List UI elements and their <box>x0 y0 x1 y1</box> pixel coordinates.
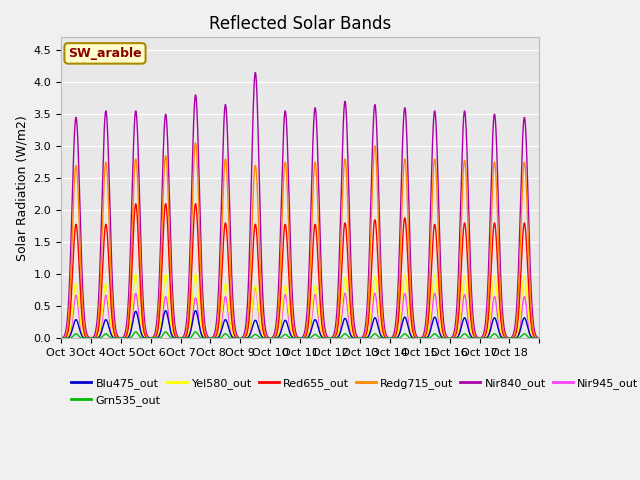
Redg715_out <box>343 183 351 189</box>
Nir840_out <box>156 252 164 258</box>
Grn535_out <box>454 335 462 341</box>
Grn535_out <box>57 336 65 341</box>
Yel580_out <box>454 328 462 334</box>
Yel580_out <box>536 336 543 341</box>
Red655_out <box>431 222 438 228</box>
Grn535_out <box>317 335 325 341</box>
Nir945_out <box>536 336 543 341</box>
Redg715_out <box>192 140 200 146</box>
Yel580_out <box>431 272 438 277</box>
Nir945_out <box>454 333 462 338</box>
Nir840_out <box>343 129 351 134</box>
Blu475_out <box>536 336 543 341</box>
Redg715_out <box>454 296 462 302</box>
Legend: Blu475_out, Grn535_out, Yel580_out, Red655_out, Redg715_out, Nir840_out, Nir945_: Blu475_out, Grn535_out, Yel580_out, Red6… <box>67 374 640 410</box>
Title: Reflected Solar Bands: Reflected Solar Bands <box>209 15 391 33</box>
Yel580_out <box>343 287 351 293</box>
Yel580_out <box>57 336 65 341</box>
Nir840_out <box>317 273 325 279</box>
Y-axis label: Solar Radiation (W/m2): Solar Radiation (W/m2) <box>15 115 28 261</box>
Redg715_out <box>431 156 438 162</box>
Red655_out <box>132 201 140 207</box>
Line: Blu475_out: Blu475_out <box>61 311 540 338</box>
Grn535_out <box>156 335 164 341</box>
Nir945_out <box>156 330 164 336</box>
Nir840_out <box>57 335 65 341</box>
Yel580_out <box>132 271 140 277</box>
Redg715_out <box>467 294 474 300</box>
Grn535_out <box>132 329 140 335</box>
Blu475_out <box>57 336 65 341</box>
Nir945_out <box>317 333 325 338</box>
Grn535_out <box>343 332 351 338</box>
Line: Red655_out: Red655_out <box>61 204 540 338</box>
Blu475_out <box>343 320 351 325</box>
Nir945_out <box>252 284 259 290</box>
Blu475_out <box>162 308 170 313</box>
Blu475_out <box>317 333 325 339</box>
Yel580_out <box>317 330 325 336</box>
Red655_out <box>343 240 351 246</box>
Redg715_out <box>156 278 164 284</box>
Nir945_out <box>57 336 65 341</box>
Nir840_out <box>431 108 438 114</box>
Nir840_out <box>467 269 474 275</box>
Text: SW_arable: SW_arable <box>68 47 142 60</box>
Red655_out <box>317 317 325 323</box>
Redg715_out <box>317 298 325 303</box>
Nir840_out <box>536 335 543 341</box>
Yel580_out <box>467 328 474 334</box>
Line: Yel580_out: Yel580_out <box>61 274 540 338</box>
Yel580_out <box>156 323 164 328</box>
Grn535_out <box>467 335 474 341</box>
Nir840_out <box>454 273 462 278</box>
Nir945_out <box>431 290 438 296</box>
Line: Nir840_out: Nir840_out <box>61 72 540 338</box>
Blu475_out <box>454 333 462 339</box>
Red655_out <box>467 315 474 321</box>
Red655_out <box>156 300 164 306</box>
Red655_out <box>57 336 65 341</box>
Line: Nir945_out: Nir945_out <box>61 287 540 338</box>
Red655_out <box>454 316 462 322</box>
Grn535_out <box>536 336 543 341</box>
Redg715_out <box>57 336 65 341</box>
Redg715_out <box>536 336 543 341</box>
Red655_out <box>536 336 543 341</box>
Grn535_out <box>431 331 438 336</box>
Line: Grn535_out: Grn535_out <box>61 332 540 338</box>
Blu475_out <box>467 333 474 338</box>
Blu475_out <box>156 330 164 336</box>
Nir945_out <box>467 332 474 338</box>
Blu475_out <box>431 314 438 320</box>
Line: Redg715_out: Redg715_out <box>61 143 540 338</box>
Nir840_out <box>252 70 259 75</box>
Nir945_out <box>343 301 351 307</box>
